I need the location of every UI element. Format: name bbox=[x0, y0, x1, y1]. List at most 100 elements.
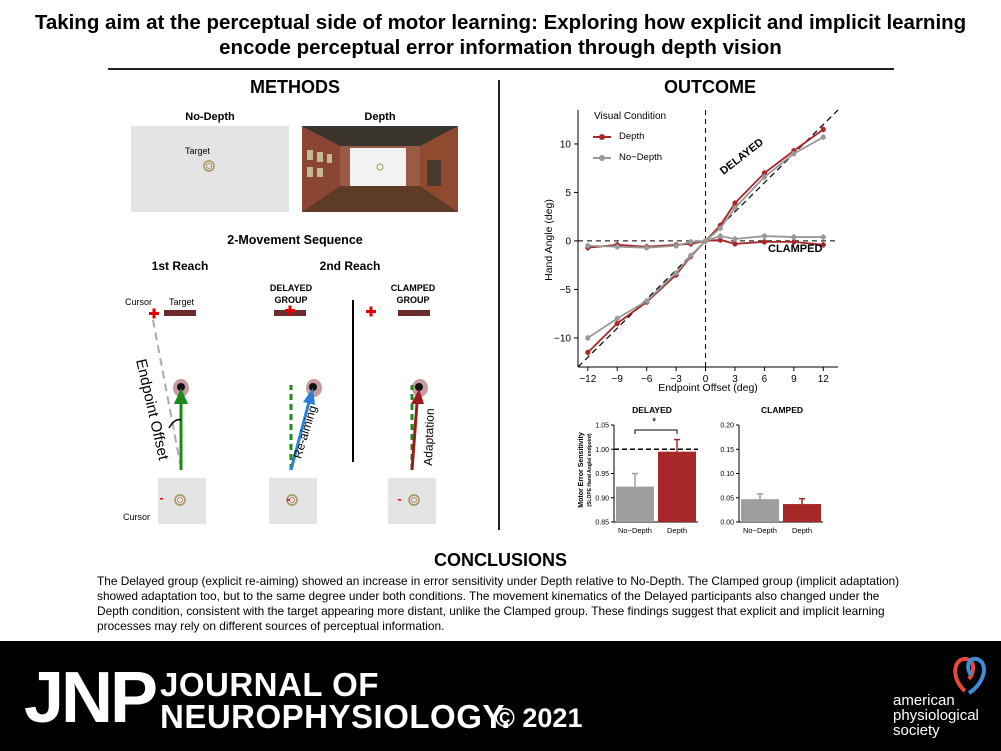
nodepth-target-icon bbox=[203, 160, 215, 172]
data-point bbox=[585, 349, 591, 356]
journal-footer: JNP JOURNAL OF NEUROPHYSIOLOGY. © 2021 a… bbox=[0, 641, 1001, 751]
legend-nodepth: No−Depth bbox=[619, 152, 663, 163]
data-point bbox=[614, 315, 620, 322]
conclusions-heading: CONCLUSIONS bbox=[433, 550, 567, 570]
bar-category-label: No−Depth bbox=[618, 526, 652, 535]
target-bar-3 bbox=[398, 310, 430, 316]
data-point bbox=[702, 238, 709, 244]
bar-y-tick-label: 0.10 bbox=[720, 471, 734, 478]
bar-category-label: Depth bbox=[792, 526, 812, 535]
data-point bbox=[717, 225, 723, 231]
y-tick-label: 10 bbox=[560, 139, 572, 150]
journal-name: JOURNAL OF NEUROPHYSIOLOGY. bbox=[160, 666, 511, 735]
bar-y-tick-label: 0.15 bbox=[720, 447, 734, 454]
x-tick-label: 6 bbox=[762, 374, 768, 385]
cursor-cross-2 bbox=[285, 305, 295, 316]
column-divider bbox=[498, 80, 500, 530]
conclusions-text: The Delayed group (explicit re-aiming) s… bbox=[97, 574, 900, 633]
x-tick-label: 9 bbox=[791, 374, 797, 385]
data-point bbox=[614, 244, 620, 250]
data-point bbox=[791, 151, 797, 157]
data-point bbox=[688, 252, 694, 259]
bar-y-tick-label: 0.90 bbox=[595, 495, 609, 502]
cursor-cross-3 bbox=[366, 306, 376, 317]
data-point bbox=[585, 335, 591, 341]
methods-heading: METHODS bbox=[250, 77, 340, 97]
bar-y-tick-label: 0.00 bbox=[720, 520, 734, 527]
data-point bbox=[673, 270, 679, 276]
data-point bbox=[732, 241, 738, 247]
bar-y-tick-label: 0.85 bbox=[595, 520, 609, 527]
target-label: Target bbox=[185, 146, 211, 156]
y-tick-label: −5 bbox=[560, 285, 572, 296]
bar-ylabel: Motor Error Sensitivity (SLOPE Hand Angle… bbox=[578, 432, 593, 508]
second-reach-label: 2nd Reach bbox=[319, 259, 381, 273]
depth-label: Depth bbox=[364, 111, 396, 123]
data-point bbox=[732, 205, 738, 211]
bar-y-tick-label: 0.20 bbox=[720, 423, 734, 430]
bar bbox=[658, 451, 696, 522]
bar bbox=[783, 504, 821, 522]
data-point bbox=[791, 239, 797, 245]
bar-clamped-title: CLAMPED bbox=[760, 405, 804, 415]
aps-logo-icon bbox=[953, 656, 986, 695]
cursor-label: Cursor bbox=[125, 297, 153, 307]
nodepth-label: No-Depth bbox=[185, 111, 235, 123]
clamped-annotation: CLAMPED bbox=[768, 243, 823, 255]
page-title: Taking aim at the perceptual side of mot… bbox=[34, 11, 967, 59]
data-point bbox=[791, 234, 797, 240]
target-bar-1 bbox=[164, 310, 196, 316]
data-point bbox=[820, 134, 826, 140]
clamped-group-label: CLAMPED GROUP bbox=[390, 283, 436, 305]
x-tick-label: −12 bbox=[579, 374, 596, 385]
sequence-heading: 2-Movement Sequence bbox=[227, 233, 363, 247]
bar-category-label: No−Depth bbox=[743, 526, 777, 535]
data-point bbox=[585, 243, 591, 249]
data-point bbox=[688, 239, 694, 245]
x-tick-label: −9 bbox=[612, 374, 624, 385]
society-name: american physiological society bbox=[893, 692, 979, 739]
data-point bbox=[761, 239, 768, 245]
legend-depth: Depth bbox=[619, 131, 645, 142]
delayed-group-label: DELAYED GROUP bbox=[269, 283, 313, 305]
data-point bbox=[644, 298, 650, 304]
cursor-bottom-label: Cursor bbox=[123, 512, 151, 522]
data-point bbox=[761, 170, 768, 176]
bar bbox=[616, 486, 654, 522]
bar-delayed-title: DELAYED bbox=[632, 405, 672, 415]
bar-y-tick-label: 1.05 bbox=[595, 423, 609, 430]
data-point bbox=[761, 233, 768, 239]
significance-star: * bbox=[652, 416, 657, 428]
legend-title: Visual Condition bbox=[594, 111, 667, 122]
line-xlabel: Endpoint Offset (deg) bbox=[658, 382, 758, 394]
x-tick-label: −6 bbox=[641, 374, 653, 385]
data-point bbox=[761, 174, 768, 180]
data-point bbox=[732, 236, 738, 242]
data-point bbox=[644, 245, 650, 251]
copyright-year: © 2021 bbox=[495, 703, 583, 733]
depth-scene bbox=[302, 126, 458, 212]
y-tick-label: 5 bbox=[565, 188, 571, 199]
data-point bbox=[820, 242, 826, 248]
data-point bbox=[820, 234, 826, 240]
bar-category-label: Depth bbox=[667, 526, 687, 535]
data-point bbox=[717, 233, 723, 239]
data-point bbox=[820, 126, 826, 132]
data-point bbox=[614, 320, 620, 326]
nodepth-scene bbox=[131, 126, 289, 212]
data-point bbox=[673, 243, 679, 249]
title-divider bbox=[108, 68, 894, 70]
y-tick-label: −10 bbox=[554, 333, 571, 344]
target-label-2: Target bbox=[169, 297, 195, 307]
first-reach-label: 1st Reach bbox=[151, 259, 209, 273]
x-tick-label: 12 bbox=[818, 374, 830, 385]
outcome-heading: OUTCOME bbox=[664, 77, 756, 97]
jnp-logo: JNP bbox=[24, 658, 158, 738]
bar-y-tick-label: 0.05 bbox=[720, 495, 734, 502]
bar-y-tick-label: 1.00 bbox=[595, 447, 609, 454]
x-tick-label: 3 bbox=[732, 374, 738, 385]
bar-y-tick-label: 0.95 bbox=[595, 471, 609, 478]
